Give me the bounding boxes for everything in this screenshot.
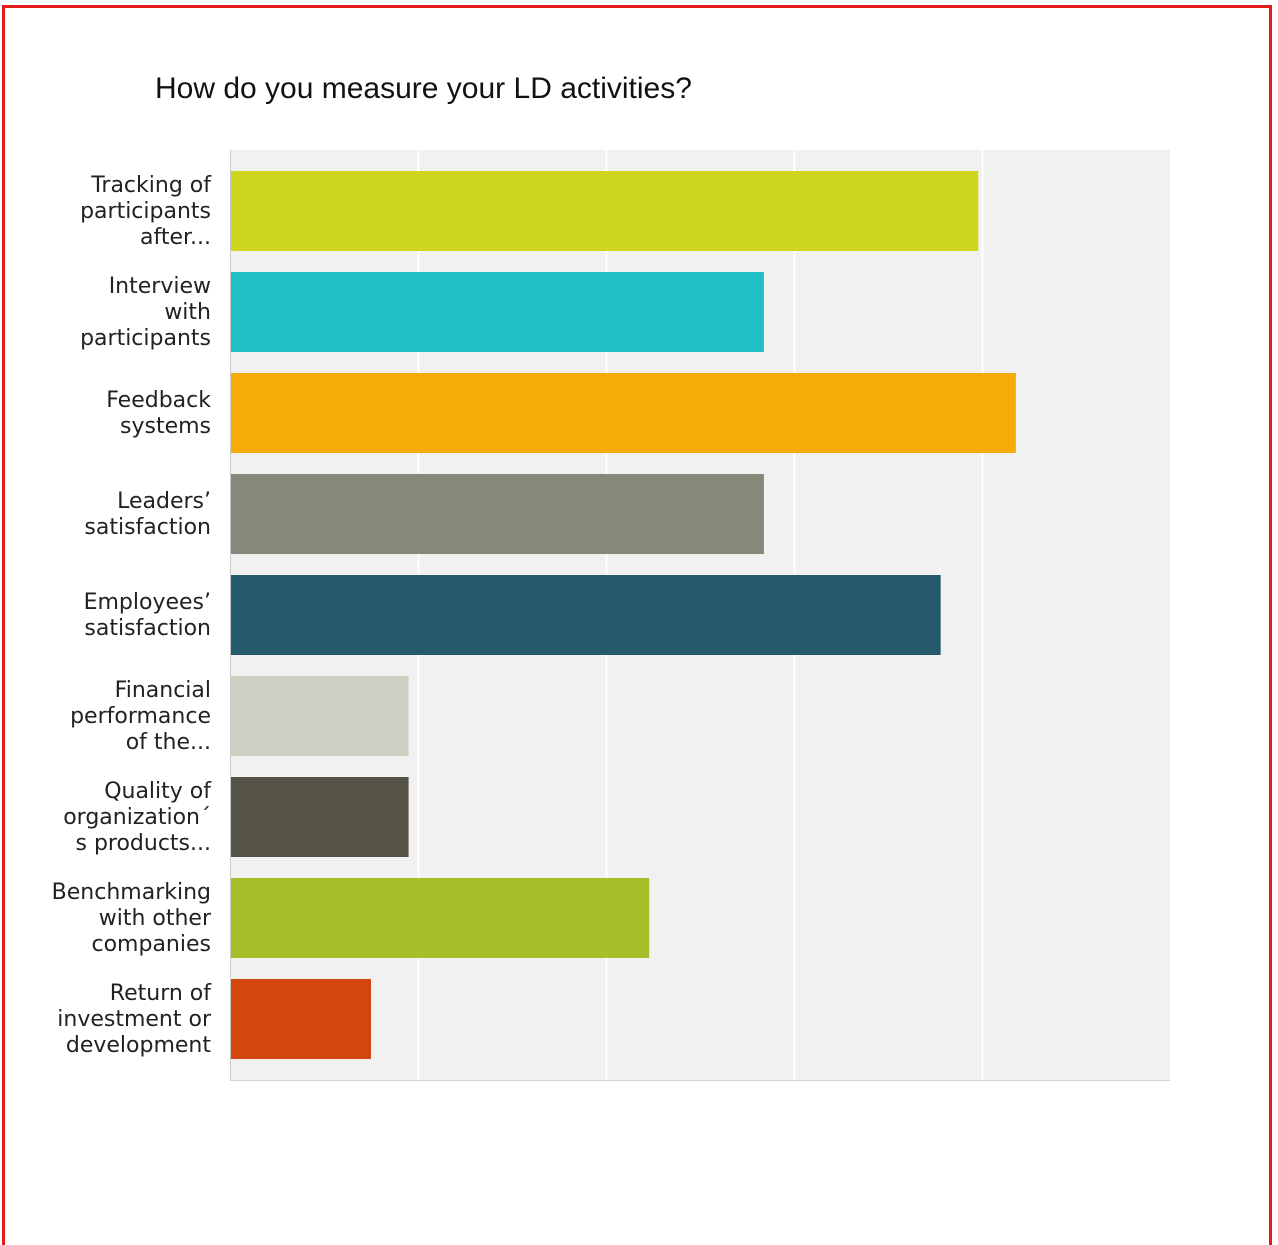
category-label-line: participants (80, 326, 211, 351)
category-label-line: satisfaction (84, 515, 211, 540)
category-label-line: of the... (126, 730, 211, 755)
category-label-line: Employees’ (84, 590, 211, 615)
bar (231, 474, 764, 554)
category-label-line: Return of (110, 981, 212, 1006)
bar (231, 171, 979, 251)
category-label-line: Tracking of (90, 173, 212, 198)
category-label-line: Financial (115, 678, 211, 703)
category-label-line: development (66, 1033, 212, 1058)
category-label: Return of investment or development (57, 981, 212, 1058)
category-label: Financial performance of the... (70, 678, 211, 755)
category-label: Benchmarking with other companies (52, 880, 212, 957)
category-label-line: Feedback (106, 388, 211, 413)
category-label-line: companies (92, 932, 212, 957)
category-label-line: with other (99, 906, 212, 931)
chart-frame (2, 5, 1272, 1245)
category-label-line: systems (120, 414, 211, 439)
category-label-line: after... (140, 225, 211, 250)
category-label-line: Quality of (104, 779, 212, 804)
category-label: Employees’ satisfaction (84, 590, 211, 641)
category-label-line: investment or (57, 1007, 212, 1032)
category-label: Quality of organization´ s products... (63, 779, 212, 856)
category-label-line: performance (70, 704, 211, 729)
bars (231, 171, 1016, 1059)
category-label-line: s products... (75, 831, 211, 856)
category-label-line: satisfaction (84, 616, 211, 641)
bar (231, 575, 941, 655)
category-label: Leaders’ satisfaction (84, 489, 211, 540)
bar (231, 676, 409, 756)
category-label: Tracking of participants after... (80, 173, 212, 250)
category-labels: Tracking of participants after...Interview… (52, 173, 213, 1058)
bar (231, 777, 409, 857)
category-label-line: with (164, 300, 211, 325)
bar (231, 272, 764, 352)
category-label-line: organization´ (63, 805, 211, 830)
category-label-line: Interview (109, 274, 211, 299)
category-label-line: Leaders’ (117, 489, 211, 514)
category-label-line: Benchmarking (52, 880, 211, 905)
chart-title: How do you measure your LD activities? (155, 72, 692, 105)
category-label: Interview with participants (80, 274, 211, 351)
category-label-line: participants (80, 199, 211, 224)
category-label: Feedback systems (106, 388, 211, 439)
bar (231, 373, 1016, 453)
bar (231, 878, 650, 958)
bar (231, 979, 371, 1059)
